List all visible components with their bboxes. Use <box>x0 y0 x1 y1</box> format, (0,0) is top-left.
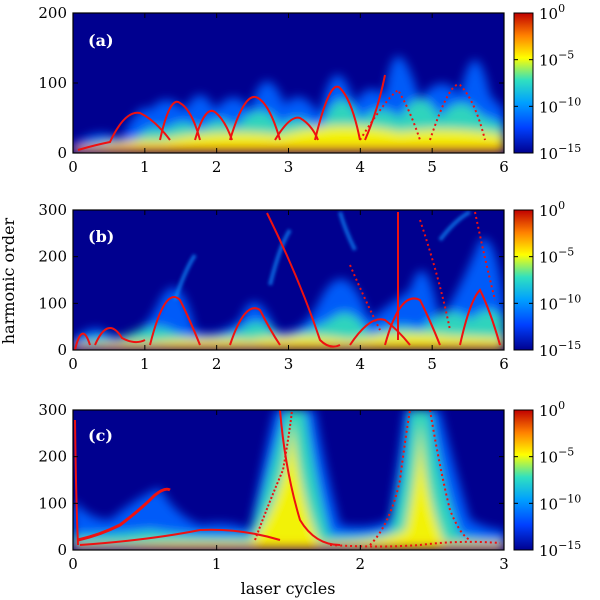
colorbar-tick-label: 10−10 <box>539 492 581 513</box>
x-tick-label: 3 <box>499 555 509 573</box>
panel-c-label: (c) <box>88 426 113 445</box>
x-tick-label: 1 <box>140 158 150 176</box>
colorbar-tick-label: 100 <box>539 399 565 420</box>
x-tick-label: 6 <box>499 355 509 373</box>
x-tick-label: 2 <box>212 355 222 373</box>
colorbar-tick-label: 10−10 <box>539 292 581 313</box>
x-tick-label: 5 <box>427 158 437 176</box>
y-tick-label: 100 <box>38 294 67 312</box>
panel-a-trajectories <box>77 74 486 151</box>
x-tick-label: 0 <box>68 555 78 573</box>
panel-b-colorbar-ticks: 10−15 10−10 10−5 100 <box>514 199 581 360</box>
panel-a-heatmap <box>73 13 504 153</box>
colorbar-tick-label: 10−15 <box>539 142 581 163</box>
panel-b-label: (b) <box>88 227 114 246</box>
panel-c-ticks: 0 1 2 3 0 100 200 300 <box>38 401 508 573</box>
panel-b-colorbar <box>513 209 534 351</box>
x-tick-label: 2 <box>212 158 222 176</box>
x-tick-label: 3 <box>284 158 294 176</box>
x-tick-label: 4 <box>356 158 366 176</box>
x-tick-label: 4 <box>356 355 366 373</box>
y-tick-label: 300 <box>38 201 67 219</box>
panel-c-trajectories <box>74 410 501 548</box>
colorbar-tick-label: 10−5 <box>539 246 574 267</box>
panel-c-heatmap <box>73 410 504 550</box>
y-tick-label: 200 <box>38 448 67 466</box>
x-tick-label: 1 <box>212 555 222 573</box>
panel-c-colorbar <box>513 409 534 551</box>
y-tick-label: 200 <box>38 248 67 266</box>
y-axis-label: harmonic order <box>0 217 18 344</box>
panel-c-colorbar-ticks: 10−15 10−10 10−5 100 <box>514 399 581 560</box>
x-tick-label: 1 <box>140 355 150 373</box>
x-tick-label: 6 <box>499 158 509 176</box>
y-tick-label: 300 <box>38 401 67 419</box>
colorbar-tick-label: 100 <box>539 199 565 220</box>
colorbar-tick-label: 10−5 <box>539 446 574 467</box>
x-tick-label: 0 <box>68 158 78 176</box>
x-tick-label: 3 <box>284 355 294 373</box>
colorbar-tick-label: 10−15 <box>539 339 581 360</box>
panel-c: (c) 0 1 2 3 0 100 200 300 10−15 10−10 10−5 100 <box>38 399 581 573</box>
x-tick-label: 2 <box>356 555 366 573</box>
panel-b: (b) 0 1 2 3 4 5 6 0 100 200 300 10−15 10−10 10−5 100 <box>38 199 581 373</box>
y-tick-label: 100 <box>38 494 67 512</box>
y-tick-label: 0 <box>57 341 67 359</box>
panel-b-heatmap <box>73 210 504 350</box>
panel-c-frame <box>72 409 505 551</box>
colorbar-tick-label: 10−15 <box>539 539 581 560</box>
panel-b-trajectories <box>74 211 501 350</box>
panel-a-colorbar-ticks: 10−15 10−10 10−5 100 <box>514 2 581 163</box>
panel-a-ticks: 0 1 2 3 4 5 6 0 100 200 <box>38 4 508 176</box>
panel-b-ticks: 0 1 2 3 4 5 6 0 100 200 300 <box>38 201 508 373</box>
colorbar-tick-label: 10−10 <box>539 95 581 116</box>
y-tick-label: 0 <box>57 144 67 162</box>
panel-a: (a) 0 1 2 3 4 5 6 0 100 200 10−15 10−10 10−5 100 <box>38 2 581 176</box>
panel-a-colorbar <box>513 12 534 154</box>
y-tick-label: 100 <box>38 74 67 92</box>
colorbar-tick-label: 10−5 <box>539 49 574 70</box>
x-tick-label: 0 <box>68 355 78 373</box>
panel-a-label: (a) <box>88 31 114 50</box>
colorbar-tick-label: 100 <box>539 2 565 23</box>
y-tick-label: 200 <box>38 4 67 22</box>
x-tick-label: 5 <box>427 355 437 373</box>
x-axis-label: laser cycles <box>241 579 336 598</box>
y-tick-label: 0 <box>57 541 67 559</box>
